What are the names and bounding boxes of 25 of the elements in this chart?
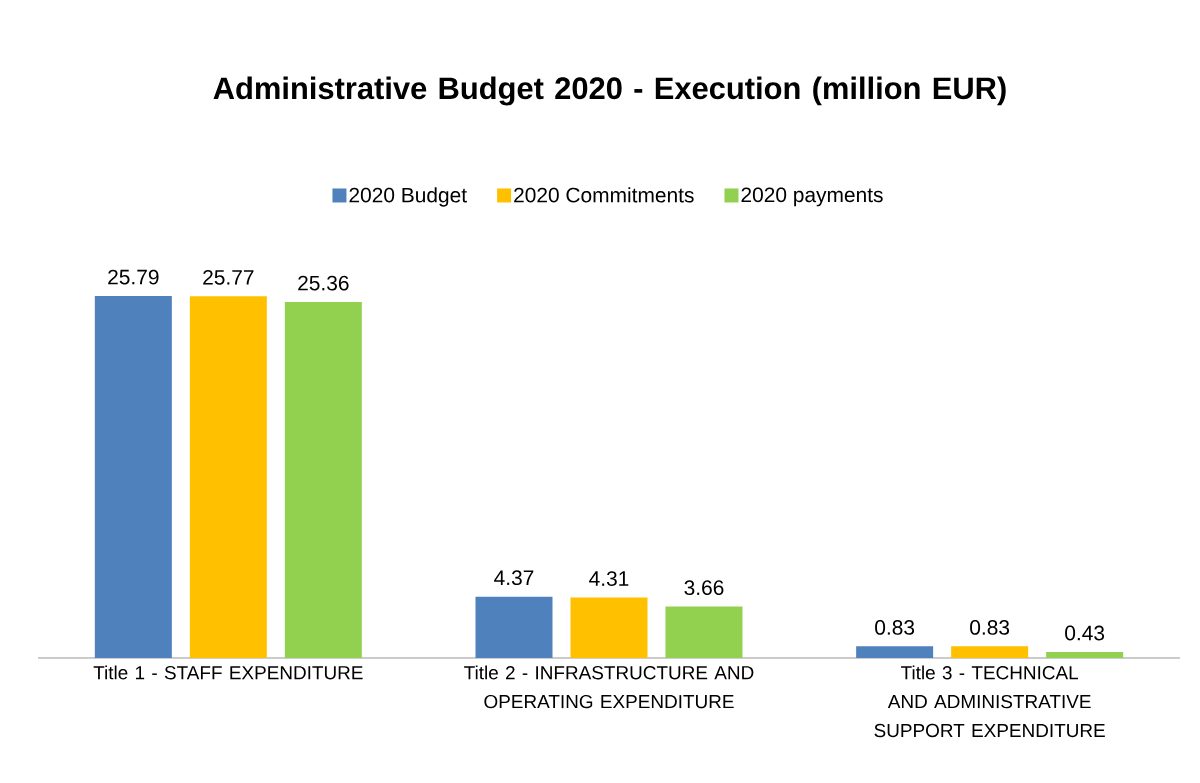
bar xyxy=(665,606,743,658)
data-label: 4.37 xyxy=(494,570,534,586)
data-label: 25.77 xyxy=(203,269,254,285)
bar xyxy=(570,597,648,658)
legend-label: 2020 Commitments xyxy=(514,187,694,203)
data-label: 3.66 xyxy=(684,580,724,596)
bar xyxy=(856,646,934,658)
bar xyxy=(475,596,553,658)
data-label: 25.79 xyxy=(108,269,159,285)
x-tick-label: Title 2 - INFRASTRUCTURE AND OPERATING EXPENDITURE xyxy=(464,665,754,709)
bar xyxy=(951,646,1029,658)
data-label: 25.36 xyxy=(298,275,349,291)
x-tick-label: Title 1 - STAFF EXPENDITURE xyxy=(93,665,363,680)
data-label: 0.83 xyxy=(970,620,1010,635)
bar xyxy=(94,295,172,658)
legend-label: 2020 Budget xyxy=(349,187,467,207)
x-tick-label: Title 3 - TECHNICAL AND ADMINISTRATIVE SUPPORT EXPENDITURE xyxy=(874,665,1105,738)
data-label: 0.43 xyxy=(1065,625,1105,641)
data-label: 0.83 xyxy=(875,620,915,635)
chart-title: Administrative Budget 2020 - Execution (million EUR) xyxy=(213,76,1006,106)
bar xyxy=(1046,651,1124,658)
bar xyxy=(189,296,267,658)
data-label: 4.31 xyxy=(589,571,629,586)
legend-label: 2020 payments xyxy=(741,187,883,207)
bar xyxy=(284,302,362,658)
